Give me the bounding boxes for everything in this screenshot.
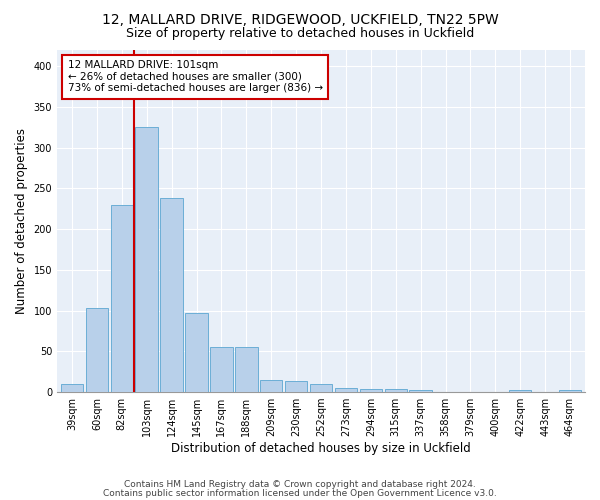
- Bar: [235, 348, 257, 392]
- Bar: [409, 390, 432, 392]
- Bar: [110, 205, 133, 392]
- Text: 12 MALLARD DRIVE: 101sqm
← 26% of detached houses are smaller (300)
73% of semi-: 12 MALLARD DRIVE: 101sqm ← 26% of detach…: [68, 60, 323, 94]
- Text: 12, MALLARD DRIVE, RIDGEWOOD, UCKFIELD, TN22 5PW: 12, MALLARD DRIVE, RIDGEWOOD, UCKFIELD, …: [101, 12, 499, 26]
- Bar: [210, 348, 233, 392]
- Bar: [310, 384, 332, 392]
- Y-axis label: Number of detached properties: Number of detached properties: [15, 128, 28, 314]
- Bar: [86, 308, 108, 392]
- Bar: [335, 388, 357, 392]
- Bar: [509, 390, 532, 392]
- Bar: [136, 128, 158, 392]
- Text: Size of property relative to detached houses in Uckfield: Size of property relative to detached ho…: [126, 28, 474, 40]
- Bar: [185, 313, 208, 392]
- Bar: [359, 389, 382, 392]
- Bar: [385, 389, 407, 392]
- Text: Contains public sector information licensed under the Open Government Licence v3: Contains public sector information licen…: [103, 489, 497, 498]
- Bar: [61, 384, 83, 392]
- Bar: [160, 198, 183, 392]
- Text: Contains HM Land Registry data © Crown copyright and database right 2024.: Contains HM Land Registry data © Crown c…: [124, 480, 476, 489]
- Bar: [559, 390, 581, 392]
- Bar: [285, 380, 307, 392]
- X-axis label: Distribution of detached houses by size in Uckfield: Distribution of detached houses by size …: [171, 442, 471, 455]
- Bar: [260, 380, 283, 392]
